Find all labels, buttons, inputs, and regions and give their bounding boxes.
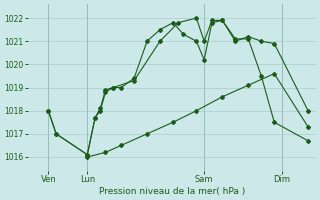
X-axis label: Pression niveau de la mer( hPa ): Pression niveau de la mer( hPa ) [99,187,245,196]
